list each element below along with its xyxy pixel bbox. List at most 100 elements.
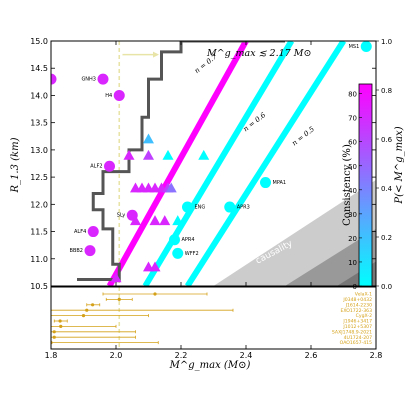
pulsar-point: [153, 292, 157, 296]
eos-label: WFF2: [185, 251, 199, 257]
n-band-0: [106, 41, 249, 286]
y-tick-label: 11.0: [30, 255, 48, 264]
pulsar-panel-border: [50, 286, 377, 350]
pulsar-point: [59, 324, 63, 328]
eos-point: [104, 160, 115, 172]
x-tick-label: 2.8: [370, 351, 383, 360]
y-tick-label: 14.0: [30, 91, 48, 100]
pulsar-point: [91, 303, 95, 307]
y-tick-label: 15.0: [30, 37, 48, 46]
pulsar-point: [58, 319, 62, 323]
pulsar-label: J1614-2230: [345, 302, 372, 308]
eos-point: [84, 245, 96, 257]
model-point: [149, 261, 161, 272]
model-point: [143, 133, 154, 144]
cb-right-label: 0.4: [381, 185, 393, 193]
cb-left-label: 50: [348, 163, 357, 171]
pulsar-point: [117, 297, 121, 301]
cb-left-label: 70: [348, 115, 357, 123]
cb-right-label: 1.0: [381, 38, 392, 46]
pulsar-label: J1946+3417: [342, 319, 372, 325]
eos-point: [51, 73, 57, 85]
eos-label: BBB2: [70, 248, 83, 254]
colorbar-label: Consistency (%): [342, 144, 353, 226]
mmax-annotation: M^g_max ≲ 2.17 M⊙: [206, 48, 311, 59]
x-tick-label: 1.8: [45, 351, 58, 360]
cb-right-label: 0.6: [381, 136, 393, 144]
y-tick-label: 12.5: [30, 173, 48, 182]
model-point: [110, 272, 122, 283]
cb-left-label: 20: [348, 235, 357, 243]
n-band-2: [184, 41, 347, 286]
eos-label: ENG: [195, 205, 206, 211]
eos-label: APR4: [182, 237, 195, 243]
eos-label: MS2: [33, 77, 44, 83]
model-point: [143, 149, 154, 160]
pulsar-label: J0348+0432: [342, 297, 372, 303]
constraint-staircase: [77, 41, 285, 281]
arrow-head: [153, 51, 159, 58]
cb-left-label: 40: [348, 187, 357, 195]
x-tick-label: 2.0: [110, 351, 123, 360]
cb-left-label: 60: [348, 139, 357, 147]
pulsar-point: [85, 308, 89, 312]
colorbar-right-label: P(< M^g_max): [394, 126, 405, 204]
pulsar-label: OAO1657-415: [340, 340, 372, 346]
pulsar-point: [52, 335, 56, 339]
x-tick-label: 2.4: [240, 351, 253, 360]
causality-region-dark: [285, 228, 376, 286]
cb-right-label: 0.8: [381, 87, 392, 95]
pulsar-point: [52, 330, 56, 334]
y-axis-label: R_1.3 (km): [10, 137, 21, 193]
eos-label: MS1: [349, 44, 360, 50]
eos-label: ALF2: [90, 164, 102, 170]
cb-right-label: 0.2: [381, 234, 392, 242]
x-axis-label: M^g_max (M⊙): [169, 360, 251, 371]
eos-label: H4: [105, 93, 112, 99]
y-tick-label: 12.0: [30, 200, 48, 209]
y-tick-label: 10.5: [30, 282, 48, 291]
eos-label: GNH3: [81, 77, 96, 83]
model-point: [198, 149, 210, 160]
model-point: [172, 215, 184, 226]
pulsar-label: EXO1722-363: [341, 308, 373, 314]
colorbar-gradient: [358, 83, 373, 287]
model-point: [130, 215, 141, 226]
model-point: [159, 215, 171, 226]
cb-left-label: 30: [348, 211, 357, 219]
axis-labels: R_1.3 (km) M^g_max (M⊙): [10, 137, 250, 371]
y-tick-label: 14.5: [30, 64, 48, 73]
pulsar-panel-frame: [51, 287, 376, 349]
x-tick-label: 2.6: [305, 351, 318, 360]
y-tick-label: 13.0: [30, 146, 48, 155]
eos-point: [172, 247, 184, 259]
y-tick-label: 11.5: [30, 228, 48, 237]
model-point: [165, 182, 177, 193]
eos-point: [224, 201, 236, 213]
model-point: [149, 215, 161, 226]
cb-left-label: 10: [348, 259, 357, 267]
pulsar-label: J1012+5307: [342, 324, 372, 330]
eos-point: [126, 209, 138, 221]
main-plot: MS2 GNH3 H4 ALF2 SLy ALF4 BBB2 MS1 MPA1 ENG APR3 AP…: [30, 37, 377, 291]
n-band-1: [142, 41, 295, 286]
eos-point: [113, 89, 125, 101]
x-tick-label: 2.2: [175, 351, 188, 360]
eos-point: [260, 177, 271, 189]
pulsar-label: VelaX-1: [355, 292, 372, 298]
cb-right-label: 0.0: [381, 283, 392, 291]
eos-label: ALF4: [74, 229, 86, 235]
eos-label: SLy: [117, 213, 126, 219]
eos-point: [169, 234, 180, 246]
pulsar-label: 4U1724-207: [344, 335, 372, 341]
model-point: [123, 149, 135, 160]
eos-point: [360, 41, 372, 52]
eos-point: [97, 73, 109, 85]
pulsar-label: SAXJ1748.9-2021: [332, 329, 372, 335]
pulsar-point: [81, 314, 86, 318]
eos-point: [87, 226, 99, 238]
cb-left-label: 80: [348, 91, 357, 99]
main-plot-border: [50, 40, 377, 287]
eos-label: MPA1: [273, 180, 287, 186]
